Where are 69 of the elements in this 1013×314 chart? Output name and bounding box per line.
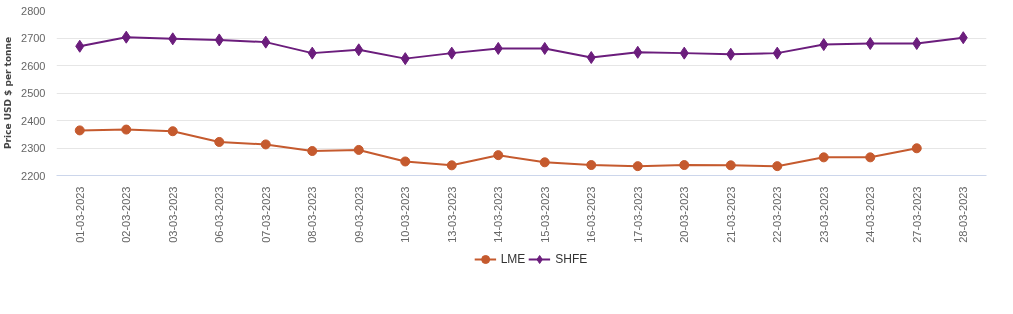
point [912,37,922,50]
point [307,146,318,157]
point [632,161,643,172]
point [400,156,411,167]
x-tick-label: 17-03-2023 [631,186,644,243]
y-tick-label: 2700 [21,32,46,44]
x-tick-label: 16-03-2023 [585,186,598,243]
point [400,52,410,66]
point [214,33,224,47]
legend-label: LME [500,252,526,266]
point [772,161,783,172]
y-tick-label: 2400 [21,114,46,127]
point [493,150,504,161]
x-tick-label: 28-03-2023 [957,186,970,243]
x-tick-label: 21-03-2023 [724,186,737,243]
point [818,152,829,163]
point [865,37,875,50]
point [74,125,85,136]
x-tick-label: 15-03-2023 [538,186,551,243]
x-tick-label: 24-03-2023 [864,186,877,243]
point [75,39,85,53]
point [168,32,178,46]
x-tick-label: 07-03-2023 [259,186,272,243]
x-tick-label: 06-03-2023 [213,186,226,243]
x-tick-label: 14-03-2023 [492,186,505,243]
point [725,160,736,171]
point [539,157,550,168]
y-axis-title: Price USD $ per tonne [3,36,14,149]
point [540,41,550,55]
point [260,139,271,150]
point [772,46,782,60]
point [586,160,597,171]
point [167,126,178,137]
x-tick-label: 23-03-2023 [817,186,830,243]
point [493,41,503,55]
point [633,45,643,59]
y-tick-label: 2800 [21,4,46,17]
x-tick-label: 03-03-2023 [166,186,179,243]
point [911,143,922,154]
x-tick-label: 02-03-2023 [120,186,133,243]
point [121,124,132,135]
x-tick-label: 22-03-2023 [771,186,784,243]
point [679,46,689,60]
point [865,152,876,163]
y-tick-label: 2600 [21,59,46,72]
point [261,35,271,49]
y-tick-label: 2500 [21,87,46,99]
point [586,51,596,65]
x-tick-label: 20-03-2023 [678,186,691,243]
x-tick-label: 10-03-2023 [399,186,412,243]
point [819,38,829,52]
point [447,46,457,60]
point [958,31,968,45]
point [354,43,364,57]
point [679,160,690,171]
point [121,30,131,44]
point [726,47,736,61]
point [307,46,317,60]
point [353,144,364,155]
x-tick-label: 13-03-2023 [445,186,458,243]
point [214,136,225,147]
point [446,160,457,171]
x-tick-label: 01-03-2023 [73,186,86,243]
x-tick-label: 27-03-2023 [910,186,923,243]
y-tick-label: 2200 [21,169,46,182]
x-tick-label: 09-03-2023 [352,186,365,243]
legend-label: SHFE [555,252,588,266]
x-tick-label: 08-03-2023 [306,186,319,243]
y-tick-label: 2300 [21,142,46,154]
